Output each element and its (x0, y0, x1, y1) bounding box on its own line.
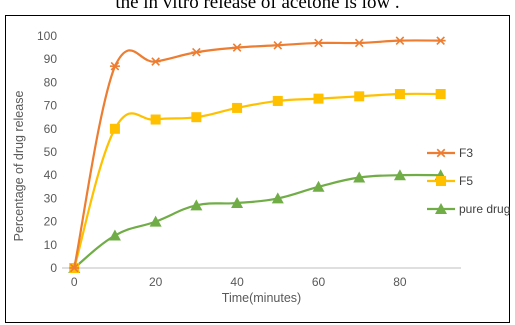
data-point-f5 (272, 95, 283, 106)
legend-item-f3: F3 (427, 146, 473, 160)
series-lines (68, 36, 447, 273)
data-point-pure-drug (108, 229, 121, 241)
data-point-pure-drug (149, 215, 162, 227)
legend-label: F3 (459, 146, 473, 160)
legend-marker (436, 176, 446, 186)
series-line-pure-drug (73, 173, 441, 269)
y-tick-label: 30 (44, 191, 58, 205)
data-point-f5 (354, 91, 365, 102)
data-point-pure-drug (231, 197, 244, 209)
marker-stroke (192, 47, 201, 57)
data-point-f3 (69, 263, 80, 273)
series-line-f3 (73, 39, 441, 269)
x-tick-label: 80 (393, 275, 407, 289)
y-tick-label: 70 (44, 99, 58, 113)
legend-item-pure-drug: pure drug (427, 202, 510, 216)
data-point-pure-drug (393, 169, 406, 181)
cropped-header-text: the in vitro release of acetone is low . (115, 0, 400, 13)
legend-label: F5 (459, 174, 473, 188)
y-tick-label: 10 (44, 238, 58, 252)
y-tick-label: 50 (44, 145, 58, 159)
data-point-f5 (313, 93, 324, 104)
data-point-f3 (191, 47, 202, 57)
data-point-f3 (435, 36, 446, 45)
legend-marker (435, 203, 447, 214)
x-tick-label: 20 (149, 275, 163, 289)
marker-stroke (354, 38, 364, 48)
data-point-pure-drug (190, 199, 203, 211)
data-point-f5 (232, 102, 243, 113)
marker-stroke (69, 263, 79, 273)
marker-stroke (436, 36, 445, 45)
marker-stroke (110, 61, 120, 71)
data-point-f5 (394, 89, 405, 99)
data-point-f3 (150, 57, 161, 66)
y-tick-label: 100 (37, 29, 57, 43)
axes (62, 267, 461, 272)
marker-stroke (436, 148, 446, 158)
data-point-f5 (150, 114, 161, 125)
x-tick-label: 0 (71, 275, 78, 289)
tick-labels: 0 10 20 30 40 50 60 70 80 90 100 0 20 40 60 80 (37, 29, 407, 289)
data-point-pure-drug (271, 192, 284, 204)
data-point-f5 (109, 123, 120, 134)
y-tick-label: 20 (44, 215, 58, 229)
legend: F3 F5 pure drug (427, 146, 510, 216)
legend-marker (436, 148, 446, 158)
data-point-f5 (435, 89, 446, 99)
x-tick-label: 40 (230, 275, 244, 289)
data-point-f3 (313, 38, 324, 48)
y-tick-label: 90 (44, 52, 58, 66)
x-tick-label: 60 (312, 275, 326, 289)
y-tick-label: 60 (44, 122, 58, 136)
legend-item-f5: F5 (427, 174, 473, 188)
y-axis-title: Percentage of drug release (12, 91, 26, 242)
data-point-pure-drug (312, 180, 325, 192)
marker-stroke (314, 38, 323, 48)
data-point-pure-drug (353, 171, 366, 183)
y-tick-label: 80 (44, 75, 58, 89)
data-point-f3 (109, 61, 120, 71)
data-point-f5 (191, 112, 202, 123)
y-tick-label: 0 (50, 261, 57, 275)
data-point-f3 (232, 43, 243, 52)
marker-stroke (395, 36, 405, 45)
data-point-f3 (354, 38, 365, 48)
marker-stroke (273, 40, 283, 50)
data-point-f3 (394, 36, 405, 45)
chart-frame (5, 15, 510, 323)
legend-label: pure drug (459, 202, 510, 216)
marker-stroke (232, 43, 242, 52)
y-tick-label: 40 (44, 168, 58, 182)
marker-stroke (151, 57, 160, 66)
data-point-f3 (272, 40, 283, 50)
series-line-f5 (73, 92, 441, 269)
x-axis-title: Time(minutes) (222, 291, 301, 305)
